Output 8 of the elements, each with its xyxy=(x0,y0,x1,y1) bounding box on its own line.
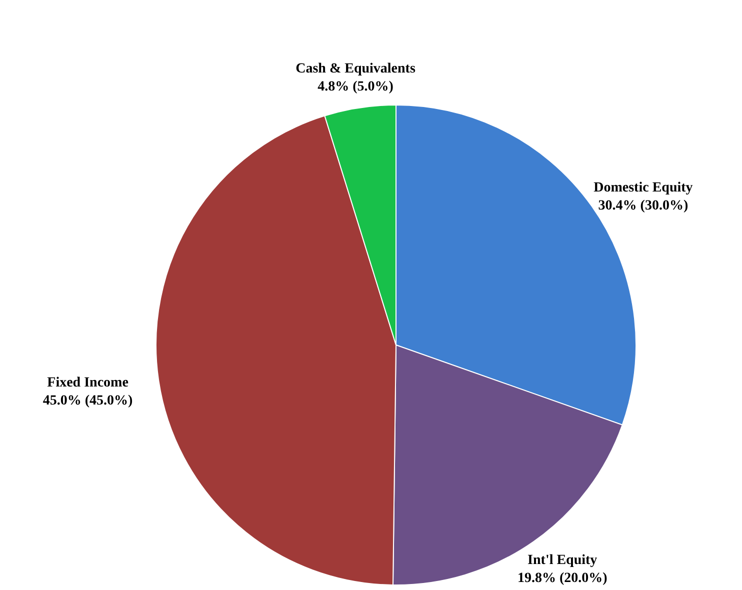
slice-label: Cash & Equivalents xyxy=(296,61,416,76)
data-label: 30.4% (30.0%) xyxy=(598,198,688,214)
slice-label: Int'l Equity xyxy=(528,552,598,568)
data-label: 45.0% (45.0%) xyxy=(42,394,134,409)
data-label: 19.8% (20.0%) xyxy=(517,570,608,586)
slice-label: Domestic Equity xyxy=(594,180,693,196)
data-label: 4.8% (5.0%) xyxy=(318,79,394,94)
slice-label: Fixed Income xyxy=(47,376,128,391)
